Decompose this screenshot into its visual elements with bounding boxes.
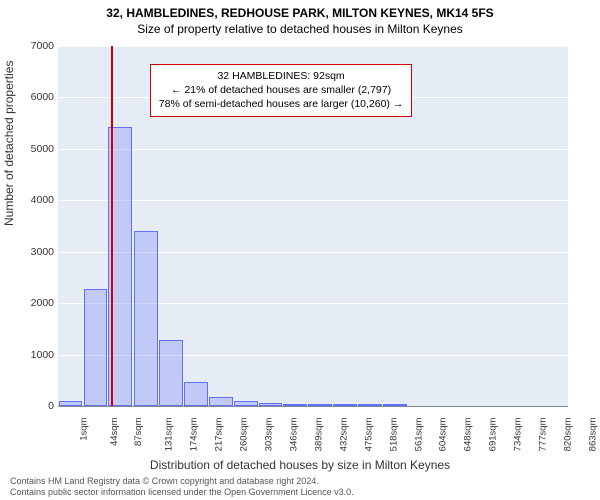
attribution-text: Contains HM Land Registry data © Crown c…	[10, 476, 354, 499]
y-tick-label: 0	[16, 400, 54, 412]
histogram-bar	[308, 404, 332, 406]
x-tick-label: 346sqm	[288, 418, 299, 452]
x-tick-label: 648sqm	[463, 418, 474, 452]
histogram-bar	[383, 404, 407, 406]
x-tick-label: 131sqm	[164, 418, 175, 452]
y-tick-label: 3000	[16, 246, 54, 258]
histogram-bar	[259, 403, 283, 406]
x-tick-label: 217sqm	[213, 418, 224, 452]
x-tick-label: 174sqm	[189, 418, 200, 452]
histogram-bar	[283, 404, 307, 406]
x-tick-label: 475sqm	[363, 418, 374, 452]
histogram-bar	[234, 401, 258, 406]
x-tick-label: 303sqm	[263, 418, 274, 452]
histogram-bar	[134, 231, 158, 406]
x-tick-label: 863sqm	[587, 418, 598, 452]
x-tick-label: 604sqm	[438, 418, 449, 452]
x-tick-label: 691sqm	[488, 418, 499, 452]
y-tick-label: 4000	[16, 194, 54, 206]
chart-title-sub: Size of property relative to detached ho…	[0, 20, 600, 36]
reference-line	[111, 46, 113, 406]
x-tick-label: 820sqm	[562, 418, 573, 452]
x-tick-label: 260sqm	[238, 418, 249, 452]
x-tick-label: 518sqm	[388, 418, 399, 452]
histogram-bar	[333, 404, 357, 406]
x-tick-label: 389sqm	[313, 418, 324, 452]
histogram-bar	[59, 401, 83, 406]
y-axis-label: Number of detached properties	[2, 61, 16, 226]
chart-title-main: 32, HAMBLEDINES, REDHOUSE PARK, MILTON K…	[0, 0, 600, 20]
x-tick-label: 561sqm	[413, 418, 424, 452]
histogram-bar	[84, 289, 108, 406]
x-tick-label: 87sqm	[133, 418, 144, 447]
x-tick-label: 1sqm	[78, 418, 89, 441]
annotation-line-1: 32 HAMBLEDINES: 92sqm	[159, 69, 404, 83]
y-tick-label: 6000	[16, 91, 54, 103]
annotation-box: 32 HAMBLEDINES: 92sqm ← 21% of detached …	[150, 64, 413, 117]
x-axis-label: Distribution of detached houses by size …	[0, 458, 600, 472]
chart-plot-area: 32 HAMBLEDINES: 92sqm ← 21% of detached …	[58, 46, 568, 406]
x-tick-label: 432sqm	[338, 418, 349, 452]
y-tick-label: 2000	[16, 297, 54, 309]
y-tick-label: 5000	[16, 143, 54, 155]
attribution-line-2: Contains public sector information licen…	[10, 487, 354, 498]
annotation-line-3: 78% of semi-detached houses are larger (…	[159, 97, 404, 111]
y-tick-label: 1000	[16, 349, 54, 361]
x-tick-label: 777sqm	[537, 418, 548, 452]
attribution-line-1: Contains HM Land Registry data © Crown c…	[10, 476, 354, 487]
x-tick-label: 734sqm	[513, 418, 524, 452]
histogram-bar	[159, 340, 183, 406]
histogram-bar	[209, 397, 233, 406]
x-tick-label: 44sqm	[109, 418, 120, 447]
histogram-bar	[184, 382, 208, 406]
histogram-bar	[358, 404, 382, 406]
y-tick-label: 7000	[16, 40, 54, 52]
annotation-line-2: ← 21% of detached houses are smaller (2,…	[159, 83, 404, 97]
